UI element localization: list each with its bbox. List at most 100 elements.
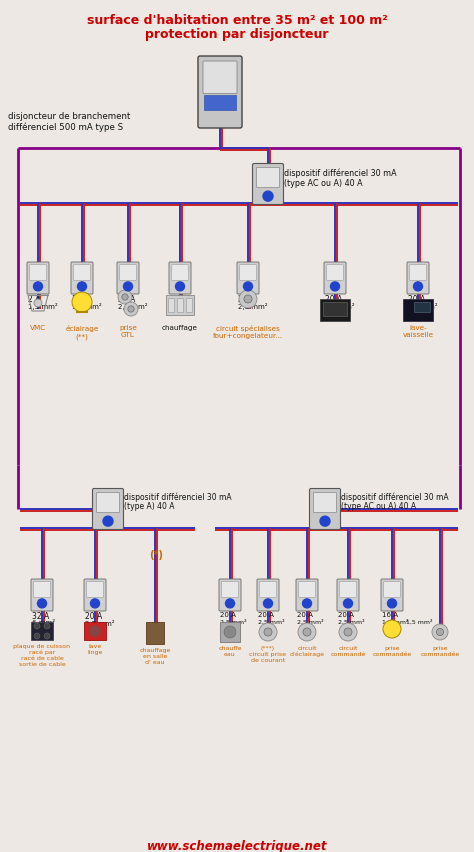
- FancyBboxPatch shape: [383, 582, 401, 597]
- Text: prise
commandée: prise commandée: [420, 646, 460, 657]
- Circle shape: [44, 633, 50, 639]
- FancyBboxPatch shape: [219, 579, 241, 611]
- Bar: [220, 622, 240, 642]
- Circle shape: [34, 633, 40, 639]
- Text: (*): (*): [170, 295, 180, 304]
- Text: 2,5 mm²: 2,5 mm²: [338, 620, 365, 625]
- Text: 20 A: 20 A: [118, 295, 135, 304]
- FancyBboxPatch shape: [172, 265, 188, 280]
- FancyBboxPatch shape: [120, 265, 137, 280]
- FancyBboxPatch shape: [87, 582, 103, 597]
- Text: éclairage
(**): éclairage (**): [65, 325, 99, 339]
- Text: (type AC ou A) 40 A: (type AC ou A) 40 A: [284, 179, 363, 188]
- FancyBboxPatch shape: [84, 579, 106, 611]
- Text: 1,5 mm²: 1,5 mm²: [382, 620, 409, 625]
- Text: 1,5 mm²: 1,5 mm²: [28, 303, 58, 310]
- Text: lave-
vaisselle: lave- vaisselle: [402, 325, 434, 338]
- Bar: [84, 622, 106, 640]
- Circle shape: [78, 282, 86, 291]
- FancyBboxPatch shape: [117, 262, 139, 294]
- Text: 2,5 mm²: 2,5 mm²: [220, 620, 246, 625]
- Text: protection par disjoncteur: protection par disjoncteur: [145, 28, 329, 41]
- FancyBboxPatch shape: [337, 579, 359, 611]
- Text: 16 A: 16 A: [382, 612, 398, 618]
- FancyBboxPatch shape: [260, 582, 276, 597]
- Circle shape: [344, 599, 353, 607]
- Circle shape: [103, 516, 113, 527]
- Circle shape: [383, 620, 401, 638]
- FancyBboxPatch shape: [407, 262, 429, 294]
- FancyBboxPatch shape: [169, 262, 191, 294]
- Bar: [146, 622, 164, 644]
- Bar: [31, 622, 53, 640]
- Circle shape: [44, 623, 50, 629]
- FancyBboxPatch shape: [30, 265, 46, 280]
- Circle shape: [122, 294, 128, 300]
- FancyBboxPatch shape: [296, 579, 318, 611]
- Text: chauffage: chauffage: [162, 325, 198, 331]
- Text: dispositif différenciel 30 mA: dispositif différenciel 30 mA: [284, 169, 397, 179]
- Circle shape: [128, 306, 134, 312]
- Text: 20 A: 20 A: [258, 612, 274, 618]
- Circle shape: [34, 623, 40, 629]
- Text: 20 A: 20 A: [85, 612, 102, 621]
- Circle shape: [302, 599, 311, 607]
- Text: surface d'habitation entre 35 m² et 100 m²: surface d'habitation entre 35 m² et 100 …: [87, 14, 387, 27]
- Text: 6 mm²: 6 mm²: [32, 620, 55, 626]
- Text: 20 A: 20 A: [338, 612, 354, 618]
- FancyBboxPatch shape: [27, 262, 49, 294]
- Text: prise
commandée: prise commandée: [373, 646, 411, 657]
- FancyBboxPatch shape: [299, 582, 315, 597]
- Text: 1,5 mm²: 1,5 mm²: [406, 620, 432, 625]
- FancyBboxPatch shape: [256, 168, 280, 187]
- FancyBboxPatch shape: [71, 262, 93, 294]
- Text: dispositif différenciel 30 mA: dispositif différenciel 30 mA: [124, 492, 232, 502]
- FancyBboxPatch shape: [381, 579, 403, 611]
- Text: 2,5 mm²: 2,5 mm²: [258, 620, 284, 625]
- FancyBboxPatch shape: [97, 492, 119, 513]
- Circle shape: [124, 302, 138, 316]
- Text: 2,5 mm²: 2,5 mm²: [325, 303, 355, 310]
- Text: (*): (*): [149, 550, 163, 560]
- Circle shape: [330, 282, 339, 291]
- Circle shape: [89, 625, 101, 637]
- Circle shape: [124, 282, 133, 291]
- Bar: [204, 95, 236, 111]
- Bar: [166, 295, 194, 315]
- FancyBboxPatch shape: [340, 582, 356, 597]
- Text: 20 A: 20 A: [238, 295, 255, 304]
- Circle shape: [437, 629, 444, 636]
- Text: www.schemaelectrique.net: www.schemaelectrique.net: [147, 840, 327, 852]
- Text: VMC: VMC: [30, 325, 46, 331]
- Circle shape: [91, 599, 100, 607]
- Text: 1,5 mm²: 1,5 mm²: [72, 303, 102, 310]
- Circle shape: [244, 282, 253, 291]
- FancyBboxPatch shape: [257, 579, 279, 611]
- FancyBboxPatch shape: [92, 488, 124, 529]
- Text: circuit
commandé: circuit commandé: [330, 646, 365, 657]
- FancyBboxPatch shape: [240, 265, 256, 280]
- Text: 16 A: 16 A: [72, 295, 89, 304]
- Text: 20 A: 20 A: [325, 295, 342, 304]
- Circle shape: [224, 626, 236, 638]
- Circle shape: [344, 628, 352, 636]
- FancyBboxPatch shape: [222, 582, 238, 597]
- Circle shape: [72, 292, 92, 312]
- Circle shape: [34, 299, 42, 307]
- Bar: [186, 298, 192, 312]
- Text: chauffe
eau: chauffe eau: [218, 646, 242, 657]
- FancyBboxPatch shape: [237, 262, 259, 294]
- Circle shape: [37, 599, 46, 607]
- FancyBboxPatch shape: [34, 582, 50, 597]
- Circle shape: [239, 290, 257, 308]
- Circle shape: [34, 282, 43, 291]
- Circle shape: [175, 282, 184, 291]
- FancyBboxPatch shape: [198, 56, 242, 128]
- Text: (***)
circuit prise
de courant: (***) circuit prise de courant: [249, 646, 286, 663]
- Circle shape: [432, 624, 448, 640]
- Text: 2,5 mm²: 2,5 mm²: [118, 303, 147, 310]
- Circle shape: [264, 599, 273, 607]
- FancyBboxPatch shape: [313, 492, 337, 513]
- Text: (type A) 40 A: (type A) 40 A: [124, 502, 174, 511]
- Text: différenciel 500 mA type S: différenciel 500 mA type S: [8, 122, 123, 131]
